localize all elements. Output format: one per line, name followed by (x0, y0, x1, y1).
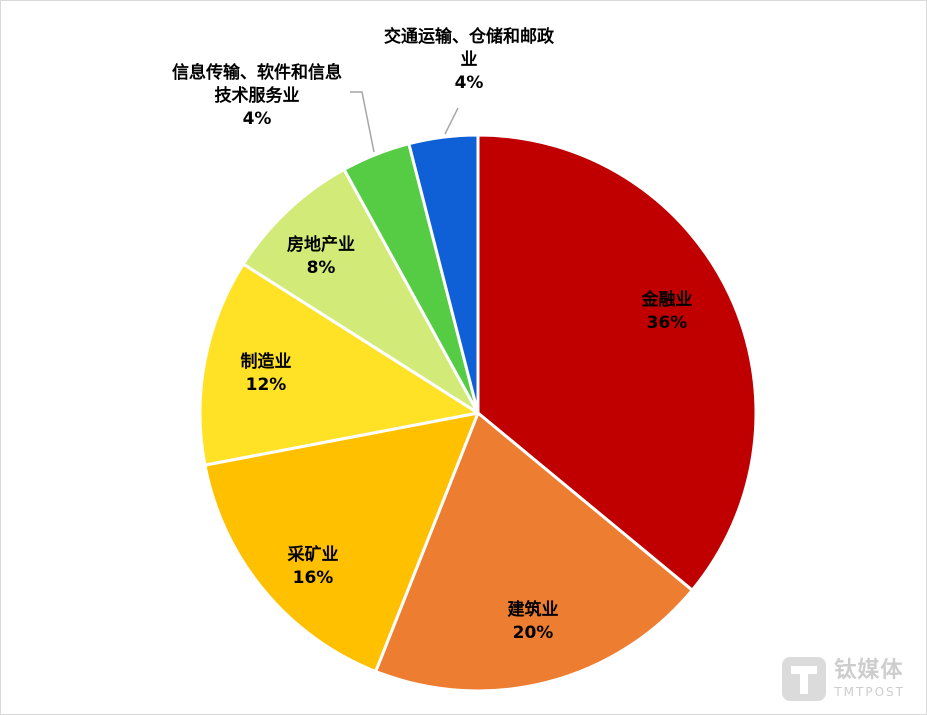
slice-category-label-7: 交通运输、仓储和邮政 (384, 26, 555, 47)
pie-slice-4 (198, 262, 480, 467)
leader-line-7 (444, 107, 459, 135)
slice-category-label-4: 制造业 (241, 351, 292, 372)
slice-value-label-5: 8% (307, 258, 336, 278)
slice-labels: 金融业 36% 建筑业 20% 采矿业 16% 制造业 12% 房地产业 8% 信息传输、软件和信息… (172, 26, 693, 643)
pie-slice-7 (407, 133, 480, 415)
slice-value-label-7: 4% (455, 73, 484, 93)
slice-category-label-7: 业 (461, 50, 478, 70)
tmtpost-logo-icon (782, 657, 827, 701)
pie-slice-5 (241, 167, 480, 415)
slice-category-label-2: 建筑业 (508, 599, 559, 620)
leader-lines (350, 91, 459, 153)
leader-line-6 (350, 91, 375, 153)
slice-value-label-2: 20% (513, 623, 554, 643)
pie-slice-1 (476, 133, 758, 592)
slice-category-label-3: 采矿业 (287, 544, 339, 565)
pie-slice-3 (203, 411, 480, 673)
slice-value-label-6: 4% (243, 109, 272, 129)
watermark-cn: 钛媒体 (834, 658, 904, 683)
watermark-en: TMTPOST (834, 685, 905, 699)
watermark-logo: 钛媒体 TMTPOST (782, 657, 905, 701)
pie-slice-2 (374, 411, 694, 693)
pie-slices (198, 133, 758, 693)
slice-category-label-6: 信息传输、软件和信息 (172, 62, 342, 83)
slice-category-label-1: 金融业 (641, 289, 693, 310)
slice-value-label-1: 36% (647, 313, 688, 333)
slice-category-label-5: 房地产业 (287, 234, 355, 255)
slice-value-label-4: 12% (246, 375, 287, 395)
slice-value-label-3: 16% (293, 568, 334, 588)
slice-category-label-6: 技术服务业 (215, 85, 300, 106)
